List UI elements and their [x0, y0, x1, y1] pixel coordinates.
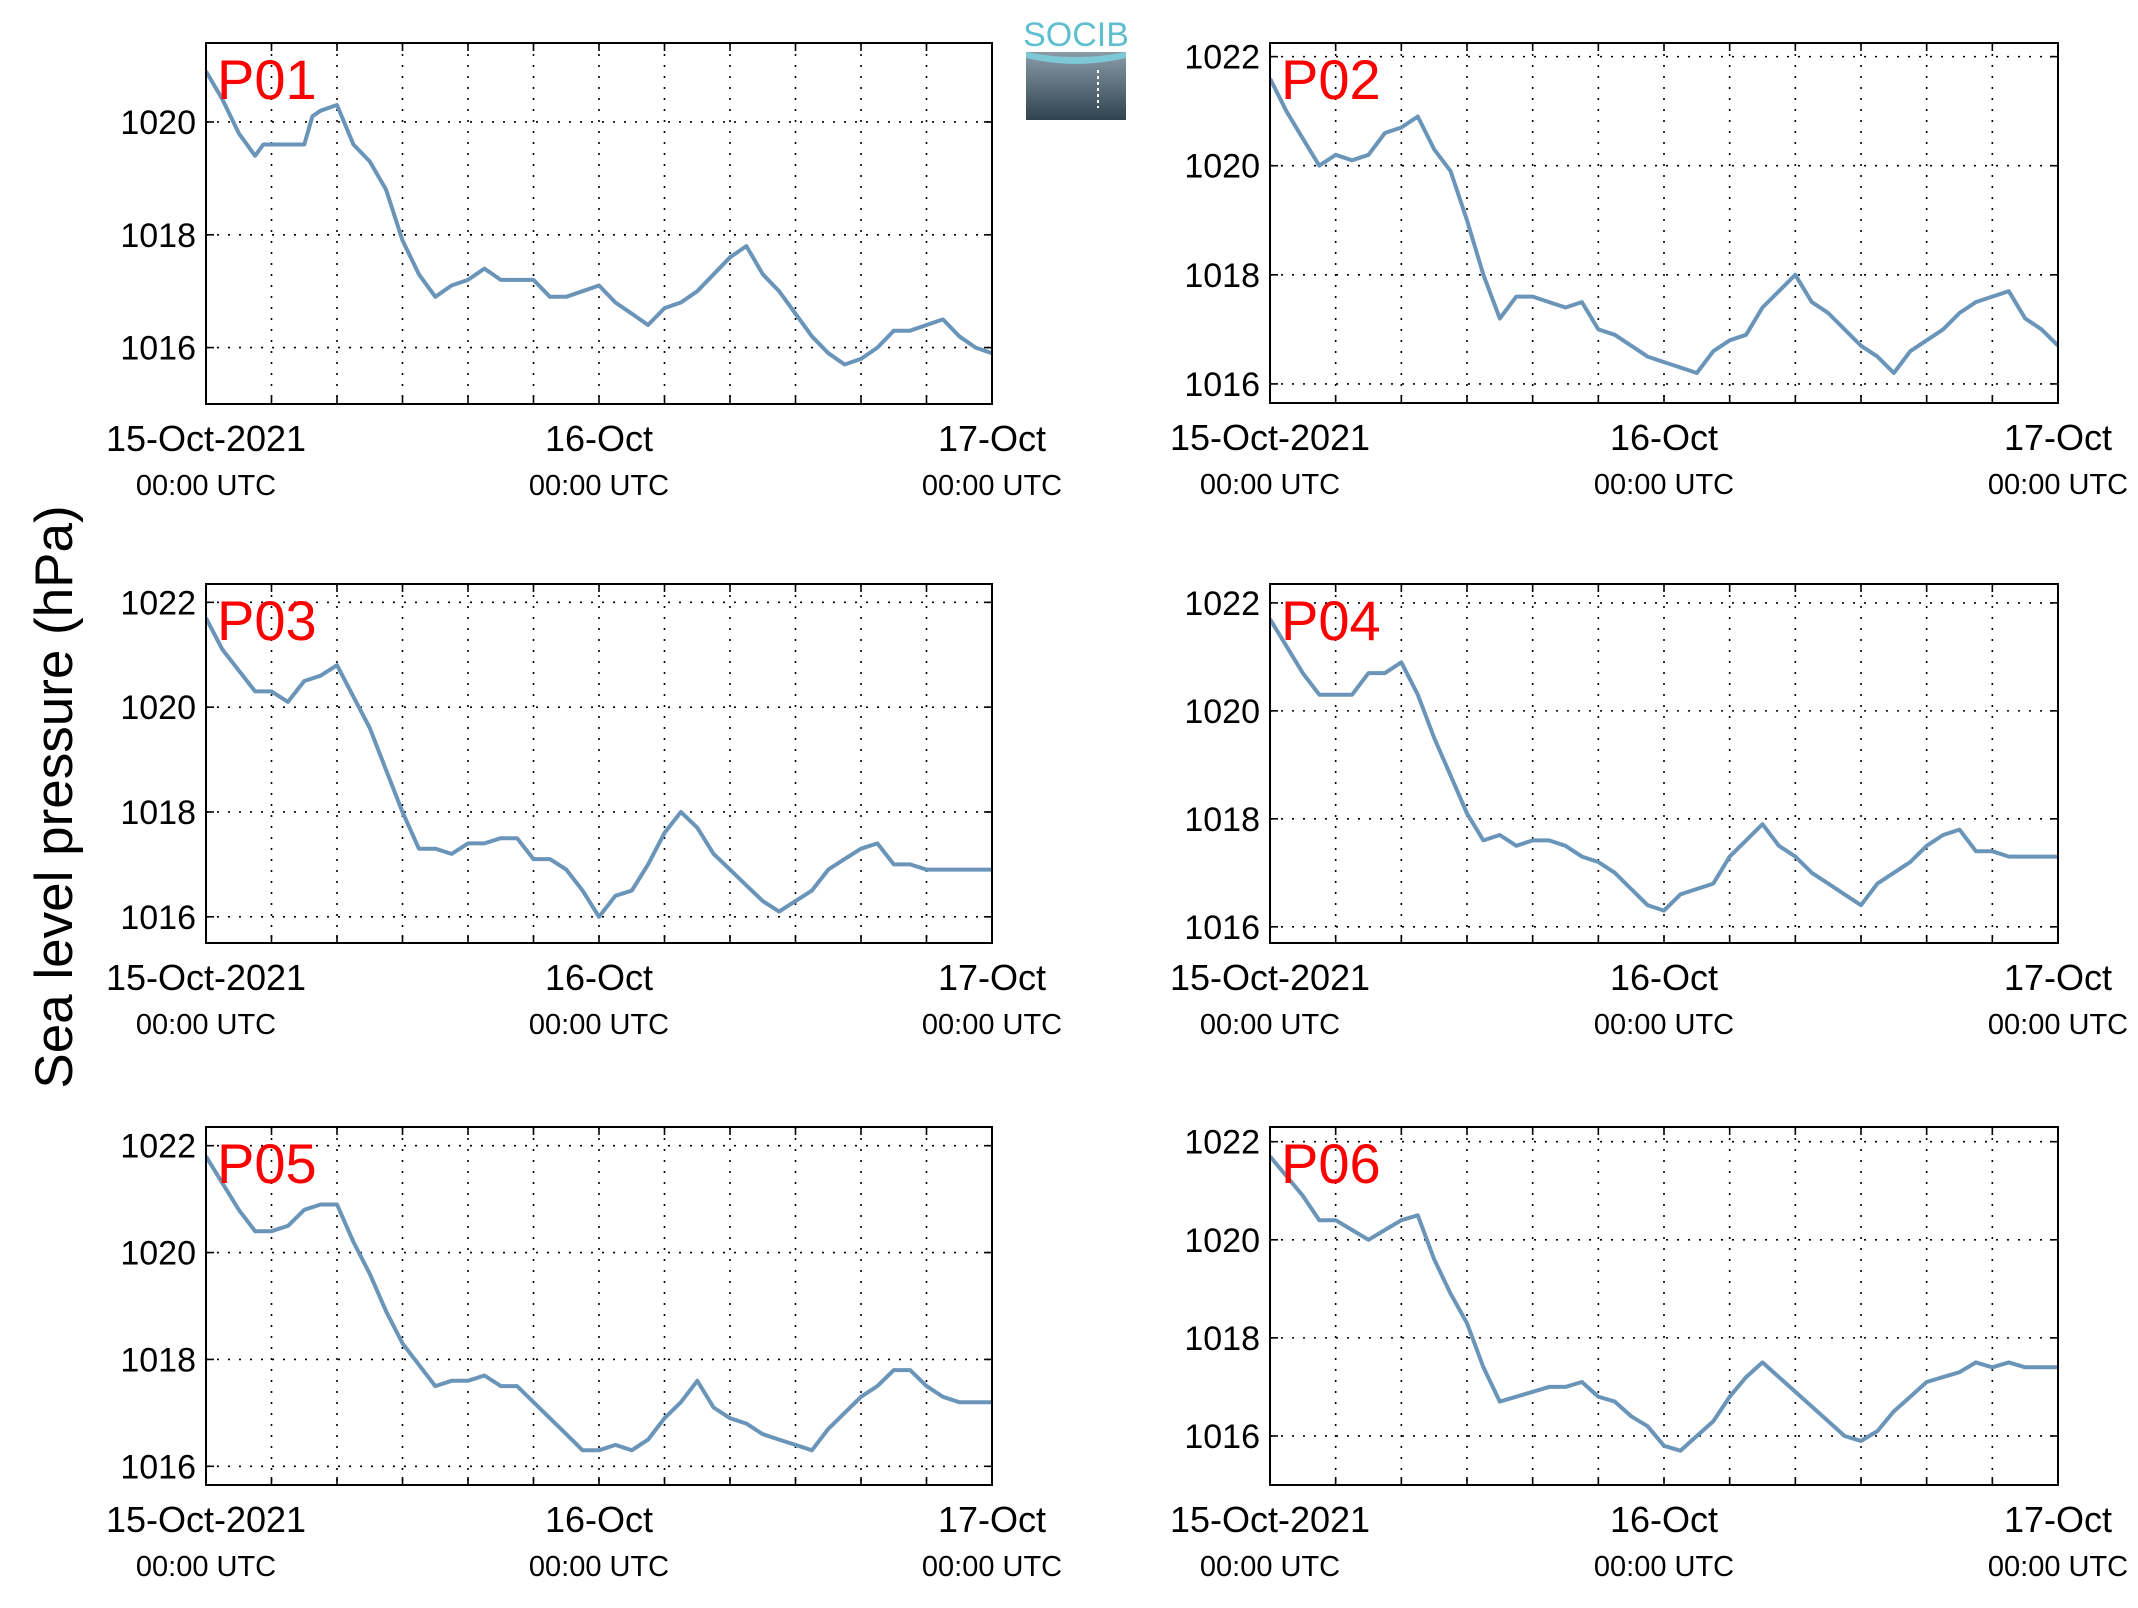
y-tick-label: 1018 [120, 794, 196, 832]
y-tick-label: 1016 [1184, 1418, 1260, 1456]
x-tick-sublabel: 00:00 UTC [136, 1551, 276, 1583]
series-line [1270, 77, 2058, 375]
y-tick-label: 1022 [120, 1128, 196, 1166]
series-line [1270, 1155, 2058, 1453]
x-tick-sublabel: 00:00 UTC [922, 470, 1062, 502]
x-tick-sublabel: 00:00 UTC [1988, 1551, 2128, 1583]
y-tick-label: 1018 [1184, 801, 1260, 839]
logo-text: SOCIB [1023, 16, 1129, 54]
series-line [1270, 618, 2058, 913]
panel-label: P03 [217, 589, 317, 652]
series-line [206, 1155, 992, 1453]
x-tick-sublabel: 00:00 UTC [529, 470, 669, 502]
x-tick-label: 16-Oct [545, 1499, 653, 1540]
x-tick-label: 15-Oct-2021 [106, 1499, 306, 1540]
y-tick-label: 1020 [120, 689, 196, 727]
y-tick-label: 1022 [1184, 39, 1260, 77]
panel-label: P02 [1281, 48, 1381, 111]
x-tick-sublabel: 00:00 UTC [1200, 469, 1340, 501]
panel-label: P05 [217, 1132, 317, 1195]
x-tick-sublabel: 00:00 UTC [529, 1009, 669, 1041]
x-tick-sublabel: 00:00 UTC [1594, 469, 1734, 501]
x-tick-sublabel: 00:00 UTC [136, 1009, 276, 1041]
y-tick-label: 1016 [1184, 909, 1260, 947]
y-tick-label: 1022 [1184, 1124, 1260, 1162]
x-tick-sublabel: 00:00 UTC [922, 1551, 1062, 1583]
x-tick-label: 17-Oct [938, 1499, 1046, 1540]
series-line [206, 617, 992, 919]
plot-frame [205, 1126, 993, 1486]
panel-p01: 1016 1018 1020 P01 15-Oct-2021 00:00 UTC 16-Oc… [106, 42, 1062, 502]
y-tick-label: 1020 [1184, 693, 1260, 731]
x-tick-sublabel: 00:00 UTC [1594, 1009, 1734, 1041]
panel-p04: 1016 1018 1020 1022 P04 15-Oct-2021 00:00 UTC 1… [1170, 583, 2128, 1041]
panel-p03: 1016 1018 1020 1022 P03 15-Oct-2021 00:00 UTC 1… [106, 583, 1062, 1041]
logo-wave [1026, 52, 1126, 64]
x-tick-label: 17-Oct [938, 957, 1046, 998]
y-tick-label: 1020 [1184, 148, 1260, 186]
panel-p05: 1016 1018 1020 1022 P05 15-Oct-2021 00:00 UTC 1… [106, 1126, 1062, 1583]
y-tick-label: 1020 [1184, 1222, 1260, 1260]
x-tick-sublabel: 00:00 UTC [1988, 469, 2128, 501]
x-tick-label: 16-Oct [1610, 957, 1718, 998]
y-tick-label: 1020 [120, 104, 196, 142]
x-tick-label: 17-Oct [2004, 957, 2112, 998]
panel-label: P04 [1281, 589, 1381, 652]
y-tick-label: 1020 [120, 1235, 196, 1273]
x-tick-label: 17-Oct [2004, 1499, 2112, 1540]
x-tick-label: 15-Oct-2021 [1170, 417, 1370, 458]
y-tick-label: 1018 [1184, 1320, 1260, 1358]
panel-p06: 1016 1018 1020 1022 P06 15-Oct-2021 00:00 UTC 1… [1170, 1124, 2128, 1583]
y-tick-label: 1022 [120, 584, 196, 622]
x-tick-label: 17-Oct [2004, 417, 2112, 458]
x-tick-sublabel: 00:00 UTC [136, 470, 276, 502]
x-tick-label: 16-Oct [545, 957, 653, 998]
plot-frame [1269, 583, 2059, 944]
y-tick-label: 1016 [120, 1448, 196, 1486]
x-tick-sublabel: 00:00 UTC [922, 1009, 1062, 1041]
x-tick-label: 15-Oct-2021 [106, 957, 306, 998]
plot-frame [205, 583, 993, 944]
y-tick-label: 1018 [120, 217, 196, 255]
series-line [206, 70, 992, 367]
y-tick-label: 1018 [120, 1341, 196, 1379]
plot-frame [1269, 1126, 2059, 1486]
x-tick-sublabel: 00:00 UTC [1200, 1551, 1340, 1583]
x-tick-label: 15-Oct-2021 [1170, 957, 1370, 998]
plot-frame [205, 42, 993, 405]
x-tick-label: 15-Oct-2021 [106, 418, 306, 459]
x-tick-label: 16-Oct [545, 418, 653, 459]
x-tick-sublabel: 00:00 UTC [1200, 1009, 1340, 1041]
y-tick-label: 1016 [1184, 366, 1260, 404]
x-tick-label: 17-Oct [938, 418, 1046, 459]
socib-logo: SOCIB [1023, 16, 1129, 120]
x-tick-sublabel: 00:00 UTC [529, 1551, 669, 1583]
y-tick-label: 1018 [1184, 257, 1260, 295]
x-tick-sublabel: 00:00 UTC [1594, 1551, 1734, 1583]
plot-frame [1269, 42, 2059, 404]
y-tick-label: 1016 [120, 330, 196, 368]
panel-label: P01 [217, 48, 317, 111]
x-tick-sublabel: 00:00 UTC [1988, 1009, 2128, 1041]
y-axis-title: Sea level pressure (hPa) [25, 505, 84, 1088]
panel-p02: 1016 1018 1020 1022 P02 15-Oct-2021 00:00 UTC 1… [1170, 39, 2128, 501]
x-tick-label: 16-Oct [1610, 1499, 1718, 1540]
panel-label: P06 [1281, 1132, 1381, 1195]
y-tick-label: 1022 [1184, 585, 1260, 623]
x-tick-label: 16-Oct [1610, 417, 1718, 458]
x-tick-label: 15-Oct-2021 [1170, 1499, 1370, 1540]
y-tick-label: 1016 [120, 899, 196, 937]
